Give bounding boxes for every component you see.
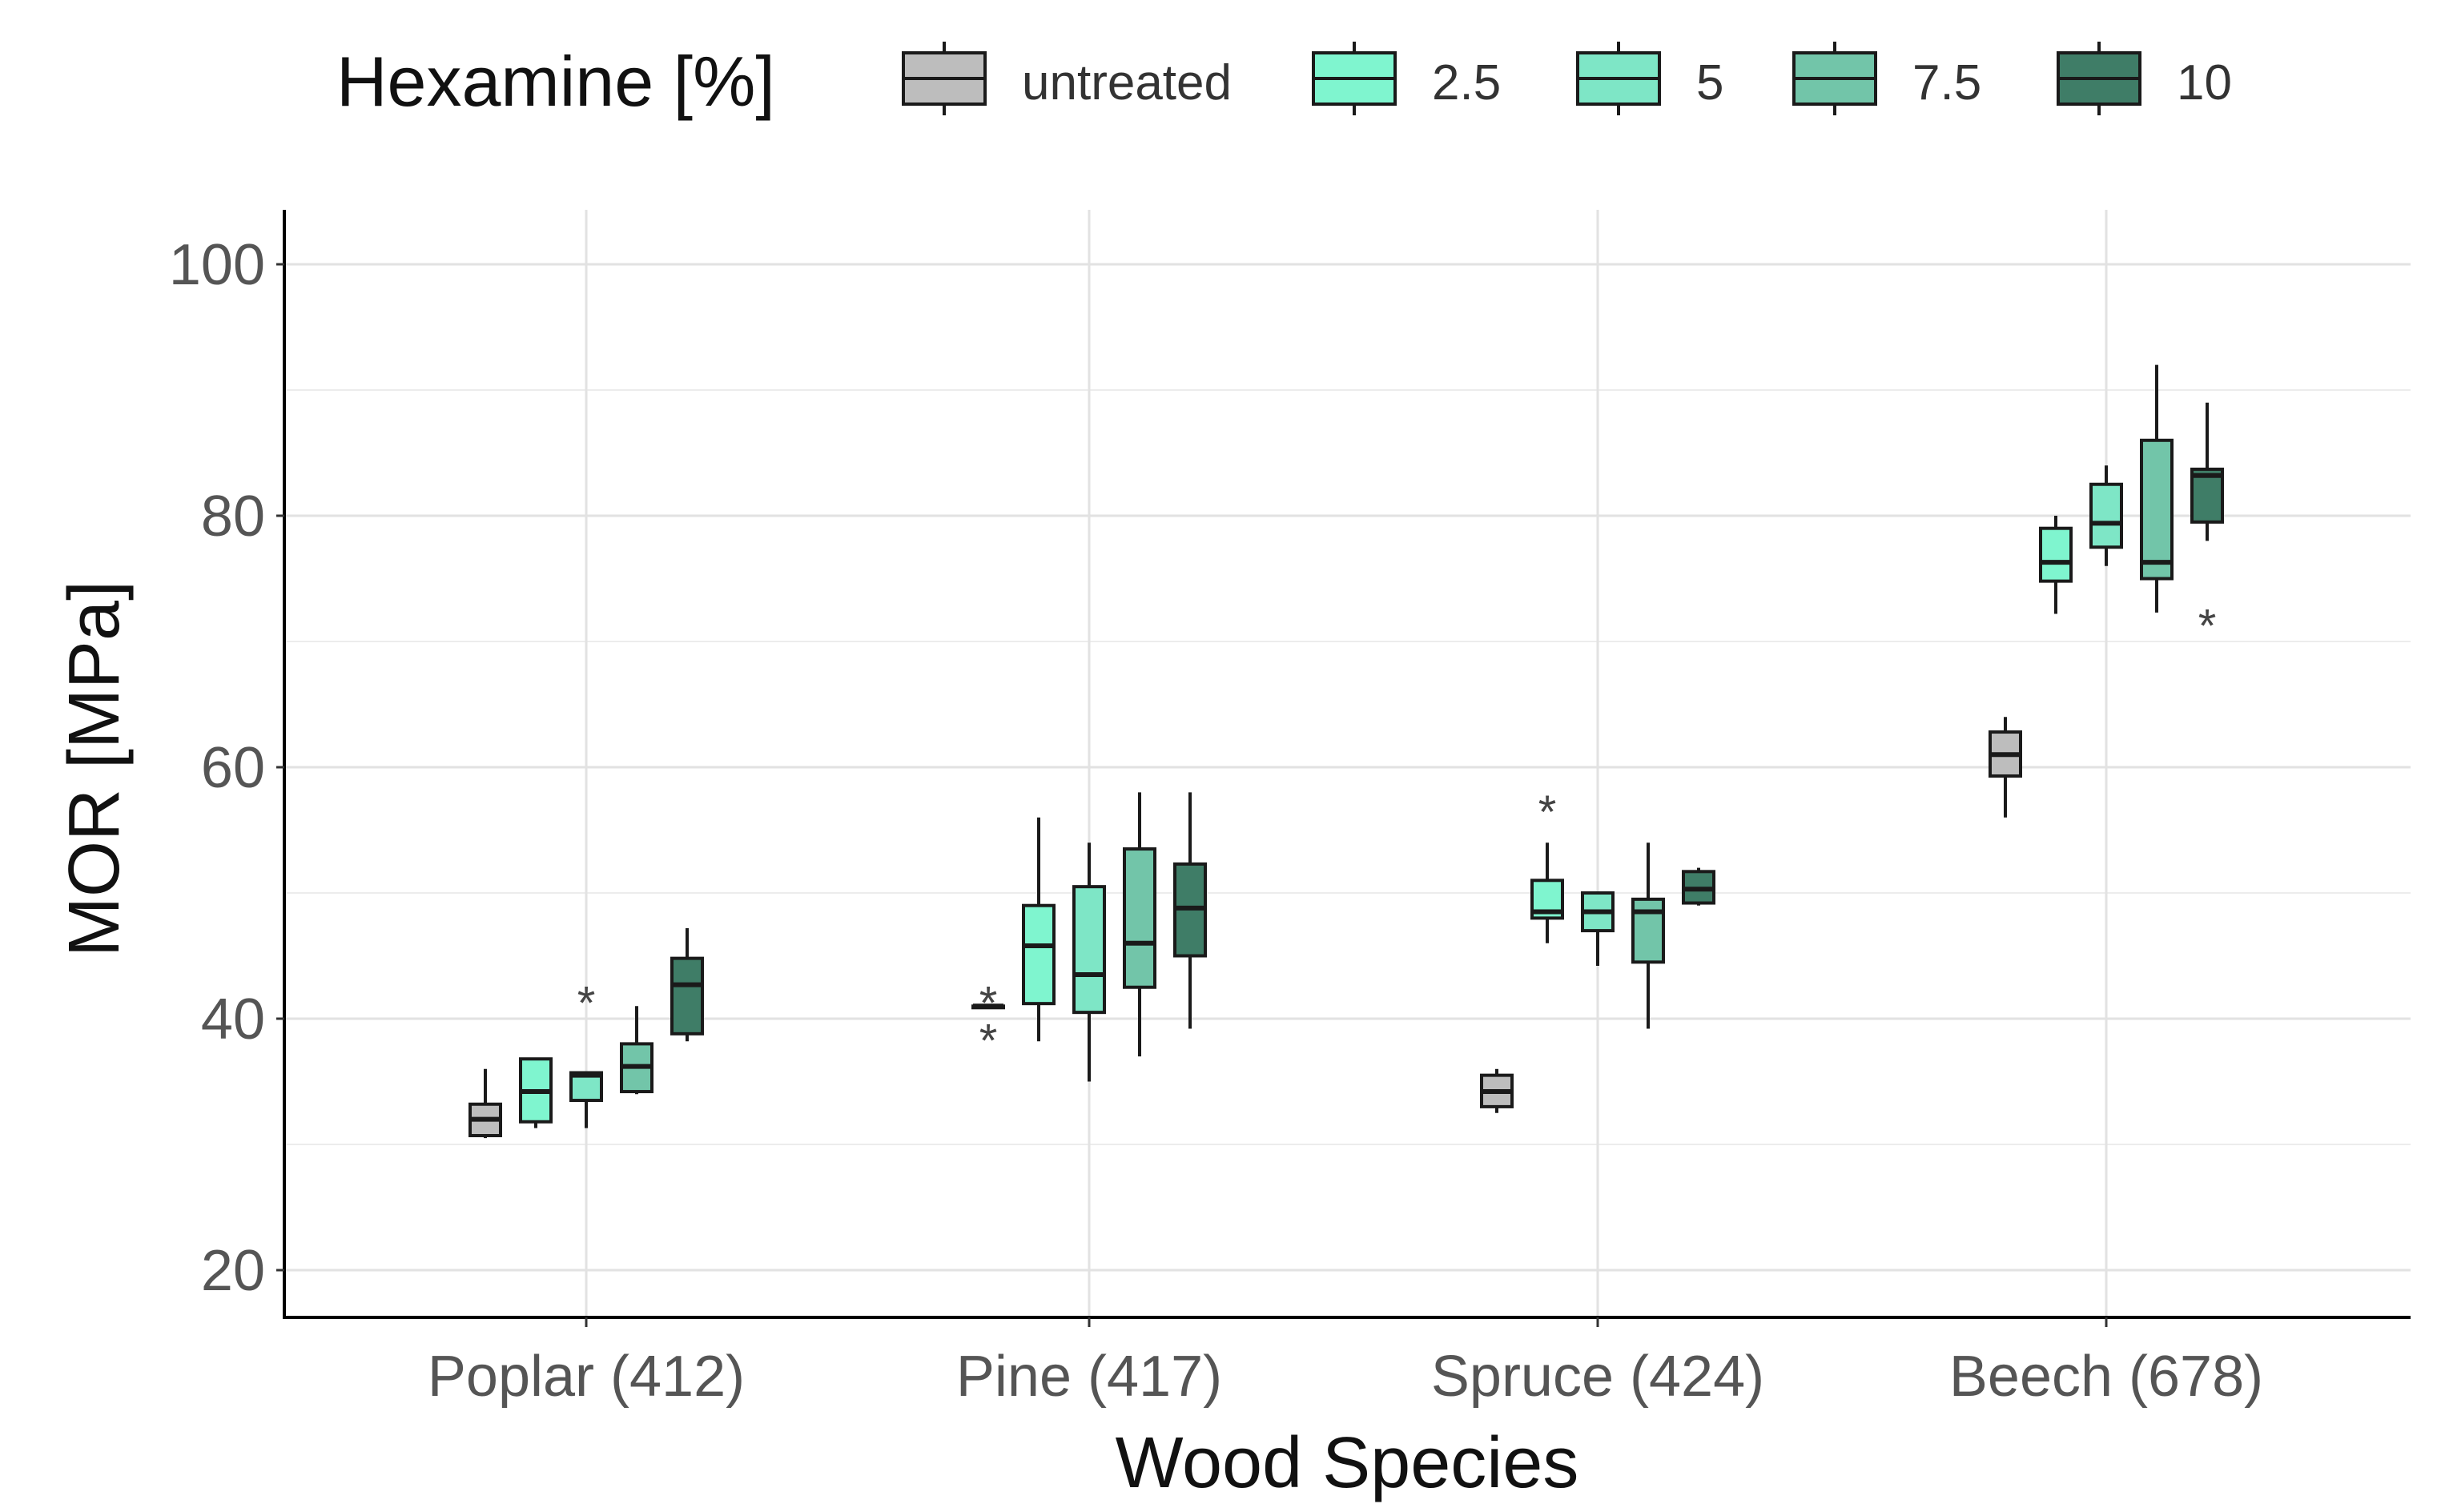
outlier-marker: * (1538, 786, 1557, 838)
box-2-5-poplar-412 (519, 1057, 553, 1128)
grid (284, 210, 2411, 1317)
legend-label: untreated (1022, 55, 1232, 111)
box-untreated-pine-417: ** (971, 978, 1005, 1068)
legend-title: Hexamine [%] (336, 42, 775, 121)
legend-label: 2.5 (1432, 55, 1501, 111)
legend-entry-5: 5 (1576, 42, 1723, 115)
box-10-pine-417 (1173, 792, 1207, 1029)
legend-entry-7-5: 7.5 (1792, 42, 1981, 115)
x-tick-labels: Poplar (412) Pine (417) Spruce (424) Beech … (428, 1317, 2263, 1409)
box (670, 956, 704, 1035)
legend-label: 10 (2177, 55, 2232, 111)
outlier-marker: * (577, 978, 596, 1030)
x-tick-label: Poplar (412) (428, 1345, 745, 1409)
x-tick-label: Pine (417) (956, 1345, 1222, 1409)
box-2-5-spruce-424: * (1530, 786, 1564, 943)
legend-label: 5 (1696, 55, 1723, 111)
legend-label: 7.5 (1912, 55, 1981, 111)
y-tick-labels: 20 40 60 80 100 (169, 233, 284, 1303)
box-10-spruce-424 (1682, 867, 1715, 906)
box (1123, 847, 1156, 989)
series-10: * (670, 402, 2224, 1042)
box (2039, 526, 2073, 583)
box (1072, 885, 1106, 1015)
legend-entry-10: 10 (2057, 42, 2232, 115)
outlier-marker: * (979, 1015, 998, 1068)
box (2140, 438, 2174, 581)
x-tick-label: Spruce (424) (1431, 1345, 1764, 1409)
x-tick-label: Beech (678) (1949, 1345, 2263, 1409)
outlier-marker: * (979, 978, 998, 1030)
legend: Hexamine [%] untreated 2.5 5 7.5 10 (336, 42, 2232, 121)
series-5: * (569, 465, 2123, 1128)
outlier-marker: * (2198, 601, 2217, 653)
box-7-5-pine-417 (1123, 792, 1156, 1057)
box-7-5-beech-678 (2140, 364, 2174, 613)
box-2-5-beech-678 (2039, 516, 2073, 614)
y-tick-label: 40 (201, 987, 265, 1052)
box-7-5-poplar-412 (620, 1006, 653, 1095)
box-10-beech-678: * (2190, 402, 2224, 653)
y-axis-title: MOR [MPa] (54, 581, 135, 957)
y-tick-label: 20 (201, 1239, 265, 1303)
box-untreated-spruce-424 (1480, 1068, 1514, 1113)
legend-entry-untreated: untreated (902, 42, 1232, 115)
box-untreated-poplar-412 (468, 1068, 502, 1139)
series-untreated: ** (468, 717, 2022, 1139)
legend-keys: untreated 2.5 5 7.5 10 (902, 42, 2232, 115)
box-untreated-beech-678 (1989, 717, 2022, 818)
series-2-5: * (519, 516, 2073, 1128)
box-5-beech-678 (2089, 465, 2123, 566)
box (1631, 897, 1665, 964)
box-5-spruce-424 (1581, 891, 1615, 967)
box-7-5-spruce-424 (1631, 842, 1665, 1029)
y-tick-label: 60 (201, 736, 265, 800)
box (2089, 482, 2123, 549)
y-tick-label: 100 (169, 233, 265, 297)
box-2-5-pine-417 (1022, 817, 1056, 1042)
boxes: ***** (468, 364, 2224, 1139)
box-5-poplar-412: * (569, 978, 603, 1128)
box (1022, 903, 1056, 1006)
box-10-poplar-412 (670, 927, 704, 1042)
legend-entry-2-5: 2.5 (1312, 42, 1501, 115)
y-tick-label: 80 (201, 485, 265, 549)
box-5-pine-417 (1072, 842, 1106, 1082)
box (2190, 467, 2224, 524)
series-7-5 (620, 364, 2174, 1095)
x-axis-title: Wood Species (1116, 1423, 1579, 1503)
